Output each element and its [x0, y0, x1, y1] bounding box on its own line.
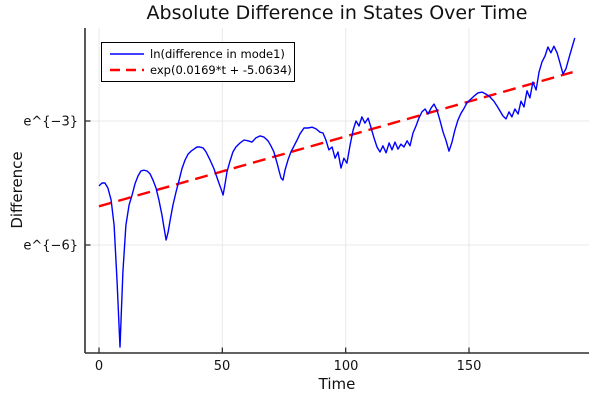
x-tick-label-100: 100 — [334, 359, 359, 374]
fit-line-series — [98, 71, 573, 208]
x-tick-labels: 0 50 100 150 — [95, 359, 482, 374]
legend-entry-fit: exp(0.0169*t + -5.0634) — [109, 62, 292, 78]
x-tick-label-50: 50 — [214, 359, 231, 374]
legend-line-dashed-icon — [110, 68, 144, 72]
legend-label-fit: exp(0.0169*t + -5.0634) — [150, 63, 292, 77]
y-tick-labels: e^{−3} e^{−6} — [23, 115, 78, 254]
x-tick-label-0: 0 — [95, 359, 103, 374]
x-axis-label: Time — [318, 375, 356, 393]
axes — [84, 28, 589, 354]
x-tick-label-150: 150 — [457, 359, 482, 374]
y-tick-label-em3: e^{−3} — [23, 115, 78, 130]
plot-title: Absolute Difference in States Over Time — [146, 2, 528, 24]
y-tick-label-em6: e^{−6} — [23, 239, 78, 254]
gridlines — [85, 28, 589, 353]
legend: ln(difference in mode1) exp(0.0169*t + -… — [101, 42, 295, 82]
legend-label-difference: ln(difference in mode1) — [150, 47, 285, 61]
legend-entry-difference: ln(difference in mode1) — [109, 46, 290, 62]
y-axis-label: Difference — [8, 151, 26, 229]
legend-line-solid-icon — [110, 53, 144, 55]
difference-series — [98, 37, 576, 348]
